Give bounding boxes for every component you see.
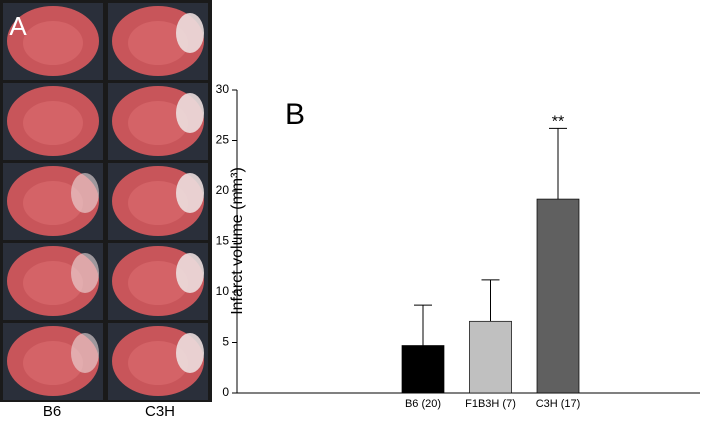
y-axis-label: Infarct volume (mm³) <box>229 167 246 315</box>
brain-inner <box>128 181 188 225</box>
brain-inner <box>128 261 188 305</box>
infarct <box>71 333 99 373</box>
brain-inner <box>23 261 83 305</box>
y-tick-label: 10 <box>216 284 230 298</box>
brain-inner <box>23 101 83 145</box>
error-bar <box>414 304 432 346</box>
error-bar <box>481 279 500 322</box>
infarct <box>176 333 204 373</box>
y-tick-label: 30 <box>216 82 230 96</box>
infarct <box>71 253 99 293</box>
bar <box>401 345 445 394</box>
bar <box>469 320 512 394</box>
column-label: B6 <box>43 403 61 420</box>
brain-photos <box>0 0 212 402</box>
column-label: C3H <box>145 403 175 420</box>
brain-inner <box>128 21 188 65</box>
bar <box>536 198 580 394</box>
significance-annotation: ** <box>552 114 564 131</box>
x-tick-label: C3H (17) <box>536 398 581 410</box>
y-tick-label: 20 <box>216 183 230 197</box>
panel-a-label: A <box>9 11 27 41</box>
error-bar <box>549 127 567 200</box>
y-tick-label: 25 <box>216 133 230 147</box>
infarct <box>71 173 99 213</box>
panel-b-label: B <box>285 98 305 131</box>
infarct <box>176 93 204 133</box>
y-tick-label: 15 <box>216 234 230 248</box>
brain-inner <box>128 341 188 385</box>
y-tick-label: 5 <box>222 335 229 349</box>
brain-inner <box>23 181 83 225</box>
infarct <box>176 13 204 53</box>
infarct <box>176 173 204 213</box>
infarct <box>176 253 204 293</box>
brain-inner <box>128 101 188 145</box>
y-tick-label: 0 <box>222 385 229 399</box>
brain-inner <box>23 21 83 65</box>
x-tick-label: F1B3H (7) <box>465 398 516 410</box>
x-tick-label: B6 (20) <box>405 398 441 410</box>
brain-inner <box>23 341 83 385</box>
